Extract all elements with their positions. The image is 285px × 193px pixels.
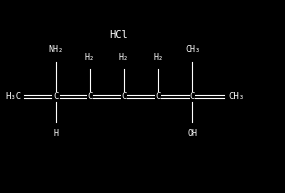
Text: H₂: H₂ (85, 53, 95, 62)
Text: H₃C: H₃C (5, 92, 21, 101)
Text: C: C (53, 92, 58, 101)
Text: CH₃: CH₃ (185, 45, 200, 54)
Text: H₂: H₂ (153, 53, 163, 62)
Text: C: C (156, 92, 161, 101)
Text: HCl: HCl (109, 30, 128, 40)
Text: C: C (190, 92, 195, 101)
Text: C: C (121, 92, 127, 101)
Text: OH: OH (187, 129, 198, 138)
Text: NH₂: NH₂ (48, 45, 63, 54)
Text: H: H (53, 129, 58, 138)
Text: CH₃: CH₃ (228, 92, 244, 101)
Text: C: C (87, 92, 92, 101)
Text: H₂: H₂ (119, 53, 129, 62)
